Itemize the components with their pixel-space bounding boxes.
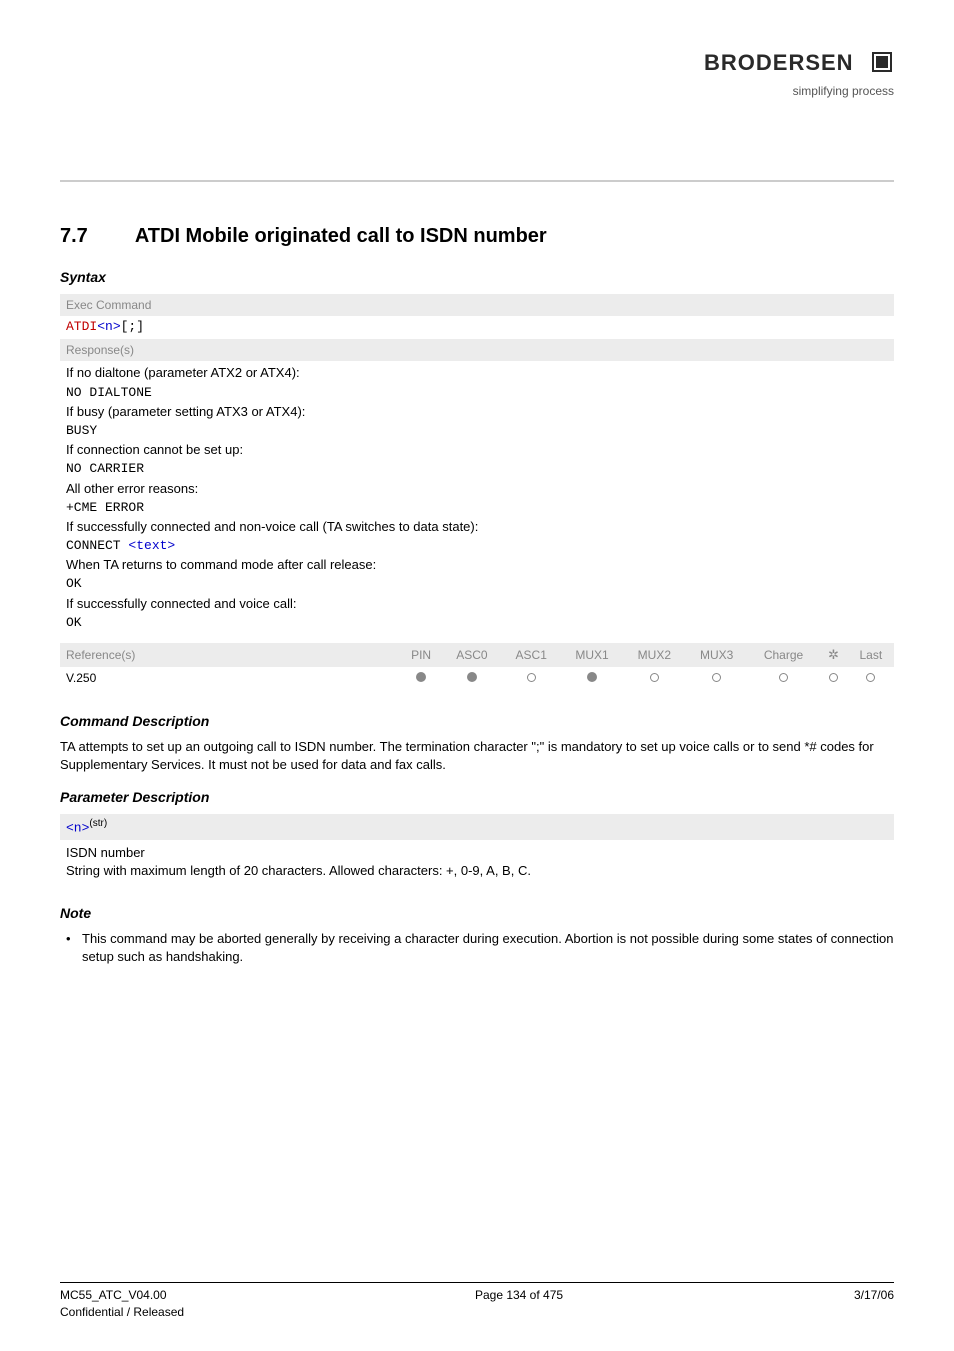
dot-empty-icon — [779, 673, 788, 682]
response-param: <text> — [128, 538, 175, 553]
exec-command-line: ATDI<n>[;] — [60, 316, 894, 338]
isdn-body: String with maximum length of 20 charact… — [66, 862, 888, 880]
response-line: If successfully connected and non-voice … — [66, 518, 888, 536]
cell-mux1 — [561, 667, 623, 690]
param-desc-heading: Parameter Description — [60, 788, 894, 808]
dot-filled-icon — [587, 672, 597, 682]
note-heading: Note — [60, 904, 894, 924]
response-line: CONNECT <text> — [66, 537, 888, 555]
cell-asc1 — [502, 667, 561, 690]
footer-status: Confidential / Released — [60, 1304, 184, 1321]
brand-logo: BRODERSEN — [704, 50, 894, 81]
page-footer: MC55_ATC_V04.00 Confidential / Released … — [60, 1282, 894, 1321]
col-asc0: ASC0 — [442, 643, 501, 667]
response-line: OK — [66, 614, 888, 632]
note-item: This command may be aborted generally by… — [82, 930, 894, 966]
responses-label: Response(s) — [60, 339, 894, 362]
isdn-label: ISDN number — [66, 844, 888, 862]
cell-last — [848, 667, 894, 690]
ref-table-data-row: V.250 — [60, 667, 894, 690]
responses-body: If no dialtone (parameter ATX2 or ATX4):… — [60, 361, 894, 635]
cell-mux3 — [686, 667, 748, 690]
dot-empty-icon — [527, 673, 536, 682]
response-line: If no dialtone (parameter ATX2 or ATX4): — [66, 364, 888, 382]
col-last: Last — [848, 643, 894, 667]
response-line: If busy (parameter setting ATX3 or ATX4)… — [66, 403, 888, 421]
ref-label-header: Reference(s) — [60, 643, 400, 667]
response-line: If connection cannot be set up: — [66, 441, 888, 459]
section-title: 7.7 ATDI Mobile originated call to ISDN … — [60, 222, 894, 250]
footer-right: 3/17/06 — [854, 1287, 894, 1321]
col-air-icon: ✲ — [819, 643, 847, 667]
cell-pin — [400, 667, 442, 690]
response-line: BUSY — [66, 422, 888, 440]
cell-air — [819, 667, 847, 690]
exec-cmd-param: <n> — [97, 319, 120, 334]
page-header: BRODERSEN simplifying process — [60, 50, 894, 130]
response-line: NO DIALTONE — [66, 384, 888, 402]
col-mux2: MUX2 — [623, 643, 685, 667]
param-desc-body: ISDN number String with maximum length o… — [60, 840, 894, 890]
dot-empty-icon — [829, 673, 838, 682]
dot-empty-icon — [866, 673, 875, 682]
response-line: NO CARRIER — [66, 460, 888, 478]
exec-cmd-prefix: ATDI — [66, 319, 97, 334]
brand-logo-block: BRODERSEN simplifying process — [704, 50, 894, 100]
response-line: +CME ERROR — [66, 499, 888, 517]
param-name-box: <n>(str) — [60, 814, 894, 841]
section-title-text: ATDI Mobile originated call to ISDN numb… — [135, 225, 547, 247]
cell-asc0 — [442, 667, 501, 690]
footer-left: MC55_ATC_V04.00 Confidential / Released — [60, 1287, 184, 1321]
col-asc1: ASC1 — [502, 643, 561, 667]
ref-table-header-row: Reference(s) PIN ASC0 ASC1 MUX1 MUX2 MUX… — [60, 643, 894, 667]
cell-charge — [748, 667, 819, 690]
ref-row-label: V.250 — [60, 667, 400, 690]
logo-text-svg: BRODERSEN — [704, 50, 854, 75]
col-pin: PIN — [400, 643, 442, 667]
command-desc-heading: Command Description — [60, 712, 894, 732]
cell-mux2 — [623, 667, 685, 690]
command-desc-body: TA attempts to set up an outgoing call t… — [60, 738, 894, 774]
param-sup: (str) — [89, 818, 107, 829]
col-mux3: MUX3 — [686, 643, 748, 667]
reference-table: Reference(s) PIN ASC0 ASC1 MUX1 MUX2 MUX… — [60, 643, 894, 690]
section-number: 7.7 — [60, 222, 130, 250]
syntax-heading: Syntax — [60, 268, 894, 288]
col-charge: Charge — [748, 643, 819, 667]
dot-empty-icon — [650, 673, 659, 682]
param-name: <n> — [66, 820, 89, 835]
exec-command-label: Exec Command — [60, 294, 894, 317]
exec-cmd-suffix: [;] — [121, 319, 144, 334]
col-mux1: MUX1 — [561, 643, 623, 667]
dot-empty-icon — [712, 673, 721, 682]
brand-tagline: simplifying process — [704, 83, 894, 100]
exec-command-block: Exec Command ATDI<n>[;] Response(s) If n… — [60, 294, 894, 635]
note-list: This command may be aborted generally by… — [60, 930, 894, 966]
dot-filled-icon — [467, 672, 477, 682]
response-line: If successfully connected and voice call… — [66, 595, 888, 613]
response-line: OK — [66, 575, 888, 593]
response-line: When TA returns to command mode after ca… — [66, 556, 888, 574]
footer-doc-id: MC55_ATC_V04.00 — [60, 1287, 184, 1304]
dot-filled-icon — [416, 672, 426, 682]
footer-center: Page 134 of 475 — [184, 1287, 854, 1321]
header-divider — [60, 180, 894, 182]
air-icon: ✲ — [828, 647, 839, 662]
response-line: All other error reasons: — [66, 480, 888, 498]
